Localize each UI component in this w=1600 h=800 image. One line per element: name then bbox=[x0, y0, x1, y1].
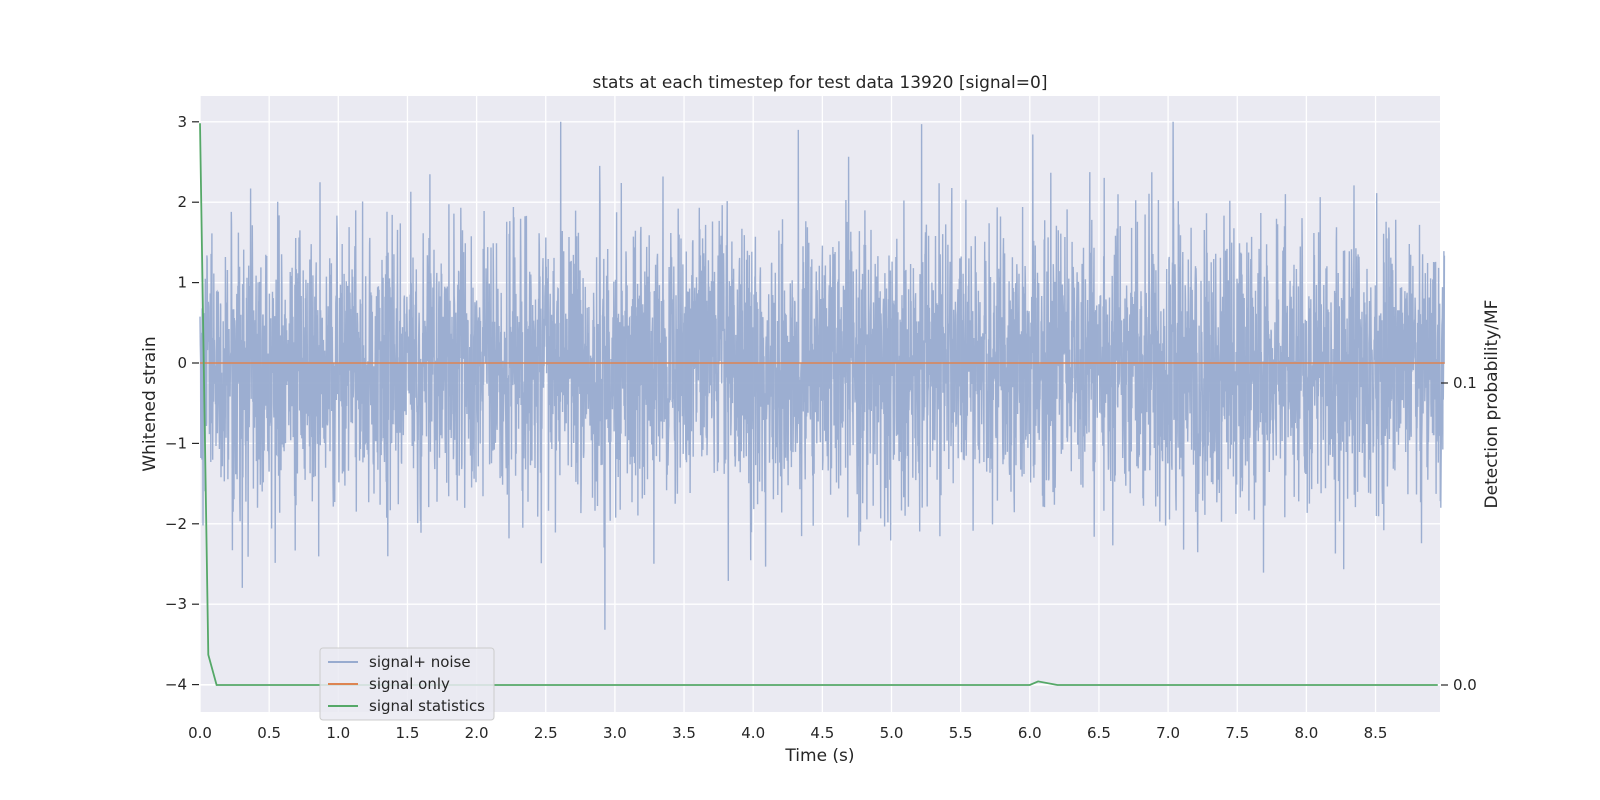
y-tick-label: 2 bbox=[177, 193, 187, 211]
series-signal-statistics-line bbox=[199, 123, 1438, 686]
x-tick-label: 3.0 bbox=[603, 724, 627, 742]
x-tick-label: 7.0 bbox=[1156, 724, 1180, 742]
y-axis-label: Whitened strain bbox=[140, 336, 160, 471]
x-tick-label: 5.5 bbox=[949, 724, 973, 742]
x-tick-label: 7.5 bbox=[1225, 724, 1249, 742]
y-tick-label: 3 bbox=[177, 113, 187, 131]
y-tick-labels: 3 2 1 0 −1 −2 −3 −4 bbox=[165, 113, 199, 694]
y2-tick-label: 0.0 bbox=[1453, 676, 1477, 694]
x-tick-label: 4.5 bbox=[810, 724, 834, 742]
x-tick-label: 6.5 bbox=[1087, 724, 1111, 742]
x-tick-label: 1.5 bbox=[396, 724, 420, 742]
x-tick-label: 6.0 bbox=[1018, 724, 1042, 742]
y-tick-label: −4 bbox=[165, 676, 187, 694]
y-tick-label: 0 bbox=[177, 354, 187, 372]
legend-label-signal-statistics: signal statistics bbox=[369, 697, 485, 715]
legend-box bbox=[319, 647, 495, 721]
y-tick-label: 1 bbox=[177, 274, 187, 292]
y-tick-label: −3 bbox=[165, 595, 187, 613]
legend-label-signal-noise: signal+ noise bbox=[369, 653, 471, 671]
x-tick-label: 8.5 bbox=[1364, 724, 1388, 742]
y2-tick-labels: 0.1 0.0 bbox=[1441, 374, 1477, 694]
y-tick-label: −2 bbox=[165, 515, 187, 533]
y-tick-label: −1 bbox=[165, 434, 187, 452]
x-tick-label: 0.0 bbox=[188, 724, 212, 742]
x-axis-label: Time (s) bbox=[784, 746, 854, 766]
y2-tick-label: 0.1 bbox=[1453, 374, 1477, 392]
x-tick-label: 2.5 bbox=[534, 724, 558, 742]
x-tick-label: 3.5 bbox=[672, 724, 696, 742]
legend-label-signal-only: signal only bbox=[369, 675, 450, 693]
x-tick-label: 2.0 bbox=[465, 724, 489, 742]
noise-layer bbox=[199, 121, 1446, 630]
chart-title: stats at each timestep for test data 139… bbox=[593, 73, 1048, 93]
x-tick-label: 0.5 bbox=[257, 724, 281, 742]
series-signal-noise-line bbox=[199, 121, 1446, 630]
series-layer bbox=[199, 123, 1445, 686]
x-tick-label: 8.0 bbox=[1294, 724, 1318, 742]
legend: signal+ noise signal only signal statist… bbox=[319, 647, 495, 721]
x-tick-labels: 0.0 0.5 1.0 1.5 2.0 2.5 3.0 3.5 4.0 4.5 5.0 5.5 6.0 6… bbox=[188, 724, 1387, 742]
x-tick-label: 5.0 bbox=[880, 724, 904, 742]
x-tick-label: 1.0 bbox=[326, 724, 350, 742]
y2-axis-label: Detection probability/MF bbox=[1482, 300, 1502, 509]
x-tick-label: 4.0 bbox=[741, 724, 765, 742]
